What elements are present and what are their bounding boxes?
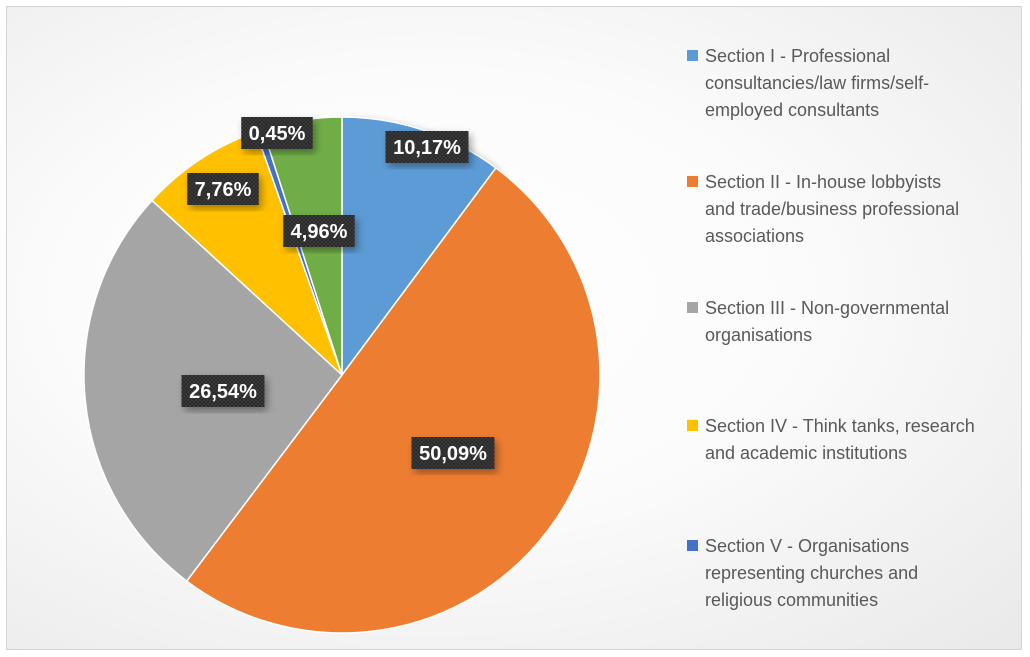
svg-text:0,45%: 0,45% [249,123,306,145]
data-label: 4,96% [283,215,355,247]
data-label: 26,54% [181,375,265,407]
legend: Section I - Professional consultancies/l… [687,43,1021,643]
pie-slice [341,116,497,378]
svg-text:7,76%: 7,76% [195,179,252,201]
pie-chart: 10,17% 50,09% 26,54% 7,76% 0,45% 4,96% [83,116,601,634]
chart-frame: 10,17% 50,09% 26,54% 7,76% 0,45% 4,96% Sectio… [6,6,1022,650]
data-label: 50,09% [411,437,495,469]
legend-label: Section I - Professional consultancies/l… [705,46,930,120]
data-label: 7,76% [187,173,259,205]
svg-text:26,54%: 26,54% [189,381,257,403]
legend-swatch [687,50,698,61]
legend-label: Section II - In-house lobbyists and trad… [705,172,960,246]
legend-label: Section IV - Think tanks, research and a… [705,416,975,463]
svg-text:4,96%: 4,96% [291,221,348,243]
legend-swatch [687,540,698,551]
legend-swatch [687,176,698,187]
svg-text:10,17%: 10,17% [393,137,461,159]
legend-label: Section V - Organisations representing c… [705,536,919,610]
svg-text:50,09%: 50,09% [419,443,487,465]
legend-swatch [687,302,698,313]
data-label: 10,17% [385,131,469,163]
legend-swatch [687,420,698,431]
legend-label: Section III - Non-governmental organisat… [705,298,950,345]
data-label: 0,45% [241,117,313,149]
pie-slice [185,166,601,634]
